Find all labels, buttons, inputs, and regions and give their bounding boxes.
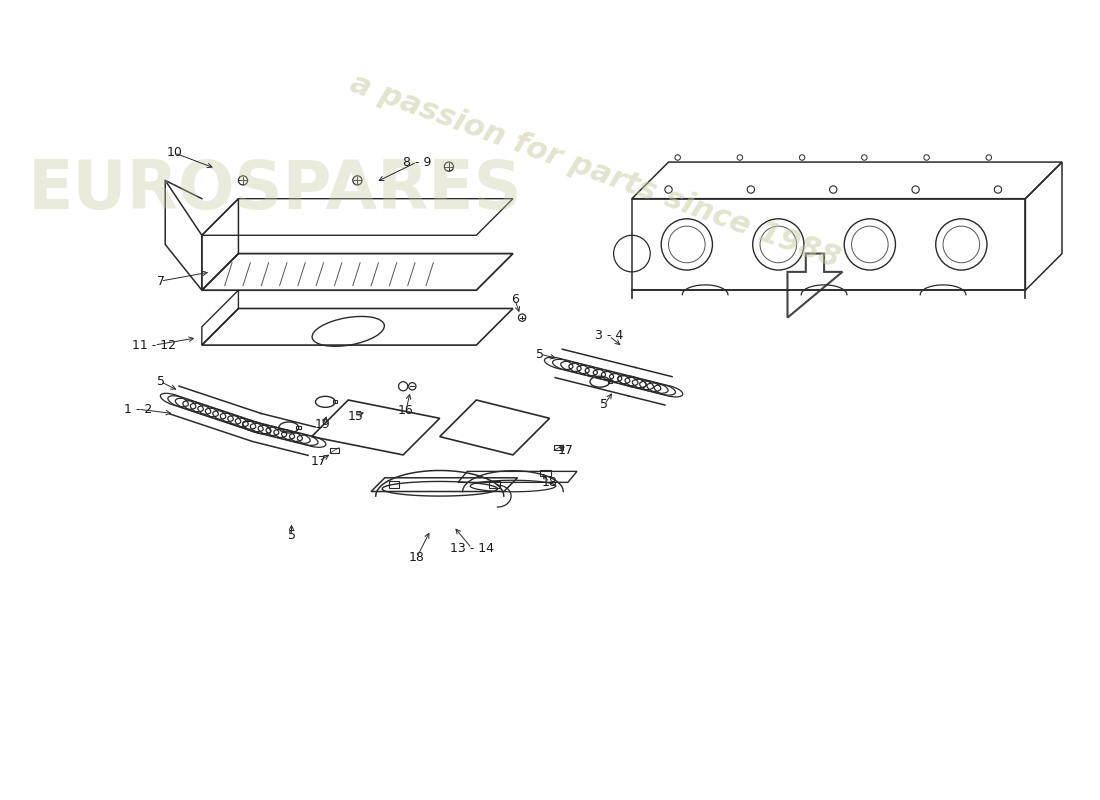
Text: EUROSPARES: EUROSPARES — [28, 157, 522, 222]
Text: 7: 7 — [156, 274, 165, 287]
Bar — [554, 445, 563, 450]
Text: 18: 18 — [409, 551, 425, 564]
Text: 13 - 14: 13 - 14 — [450, 542, 494, 554]
Bar — [330, 447, 339, 453]
Text: 5: 5 — [601, 398, 608, 411]
Bar — [631, 198, 1025, 290]
Text: 18: 18 — [541, 476, 558, 489]
Text: 5: 5 — [287, 529, 296, 542]
Text: 11 - 12: 11 - 12 — [132, 338, 176, 351]
Text: 5: 5 — [537, 348, 544, 361]
Text: 8 - 9: 8 - 9 — [403, 155, 431, 169]
Text: 17: 17 — [311, 455, 327, 468]
Text: 16: 16 — [398, 405, 414, 418]
Text: 5: 5 — [156, 375, 165, 388]
Text: 17: 17 — [558, 444, 574, 457]
Bar — [388, 481, 399, 488]
Text: 1 - 2: 1 - 2 — [123, 402, 152, 416]
Text: 10: 10 — [166, 146, 183, 159]
Bar — [607, 380, 612, 383]
Text: 19: 19 — [315, 418, 330, 431]
Bar — [490, 481, 500, 488]
Bar — [333, 400, 338, 403]
Text: a passion for parts since 1988: a passion for parts since 1988 — [346, 69, 845, 274]
Text: 15: 15 — [348, 410, 363, 423]
Bar — [540, 470, 551, 476]
Text: 6: 6 — [510, 293, 519, 306]
Bar — [296, 426, 300, 429]
Text: 3 - 4: 3 - 4 — [595, 330, 624, 342]
